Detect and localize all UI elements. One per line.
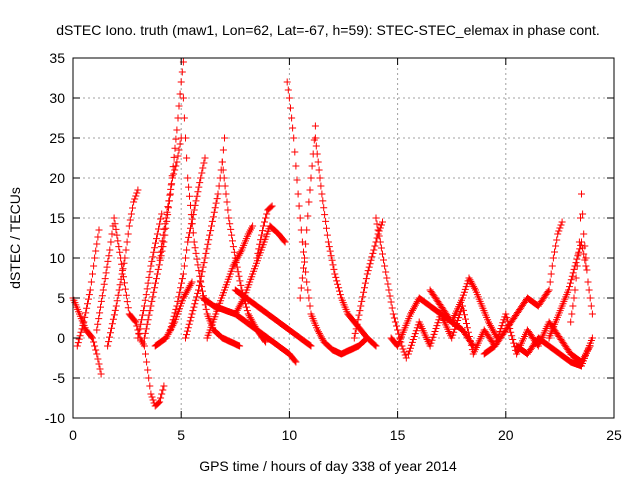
plot-frame (72, 57, 615, 419)
series-7 (156, 134, 185, 262)
x-tick-label: 15 (390, 427, 406, 443)
series-5 (134, 210, 166, 342)
series-19 (296, 122, 319, 302)
chart-title: dSTEC Iono. truth (maw1, Lon=62, Lat=-67… (56, 22, 600, 38)
series-25 (426, 274, 501, 342)
series-13 (203, 222, 257, 342)
series-8-markers (179, 94, 244, 350)
y-tick-label: 30 (49, 90, 65, 106)
series-26-markers (480, 218, 566, 358)
series-8 (179, 94, 244, 350)
series-4 (104, 186, 142, 350)
y-axis-label: dSTEC / TECUs (7, 187, 23, 289)
series-15 (253, 202, 276, 262)
series-11 (182, 134, 228, 342)
series-20 (311, 134, 380, 350)
series-28-markers (567, 190, 596, 326)
x-axis-label: GPS time / hours of day 338 of year 2014 (199, 458, 457, 474)
y-tick-label: 10 (49, 250, 65, 266)
series-19-markers (296, 122, 319, 302)
series-6 (140, 58, 187, 342)
series-5-markers (134, 210, 166, 342)
series-11-markers (182, 134, 228, 342)
series-15-markers (253, 202, 276, 262)
data-points (69, 58, 596, 410)
series-18 (283, 78, 371, 358)
x-axis-ticks: 0 5 10 15 20 25 (69, 58, 622, 443)
series-17 (231, 286, 315, 350)
series-10 (166, 154, 209, 334)
series-2-markers (73, 226, 103, 350)
series-18-markers (283, 78, 371, 358)
x-tick-label: 20 (498, 427, 514, 443)
series-21-markers (350, 218, 386, 342)
y-tick-label: 0 (57, 330, 65, 346)
y-tick-label: -10 (45, 410, 65, 426)
series-21 (350, 218, 386, 342)
series-20-markers (311, 134, 380, 350)
x-tick-label: 0 (69, 427, 77, 443)
grid (73, 58, 614, 418)
y-tick-label: 35 (49, 50, 65, 66)
y-tick-label: 20 (49, 170, 65, 186)
y-tick-label: 25 (49, 130, 65, 146)
series-6-markers (140, 58, 187, 342)
x-tick-label: 5 (177, 427, 185, 443)
x-tick-label: 25 (606, 427, 622, 443)
series-28 (567, 190, 596, 326)
series-3 (93, 214, 168, 410)
x-tick-label: 10 (282, 427, 298, 443)
series-2 (73, 226, 103, 350)
y-axis-ticks: -10 -5 0 5 10 15 20 25 30 35 (45, 50, 614, 426)
y-tick-label: 5 (57, 290, 65, 306)
series-3-markers (93, 214, 168, 410)
y-tick-label: 15 (49, 210, 65, 226)
series-26 (480, 218, 566, 358)
series-10-markers (166, 154, 209, 334)
y-tick-label: -5 (53, 370, 66, 386)
series-7-markers (156, 134, 185, 262)
series-13-markers (203, 222, 257, 342)
series-16 (199, 294, 300, 366)
series-4-markers (104, 186, 142, 350)
series-17-markers (231, 286, 315, 350)
series-25-markers (426, 274, 501, 342)
series-29-markers (513, 334, 596, 370)
series-16-markers (199, 294, 300, 366)
series-29 (513, 334, 596, 370)
